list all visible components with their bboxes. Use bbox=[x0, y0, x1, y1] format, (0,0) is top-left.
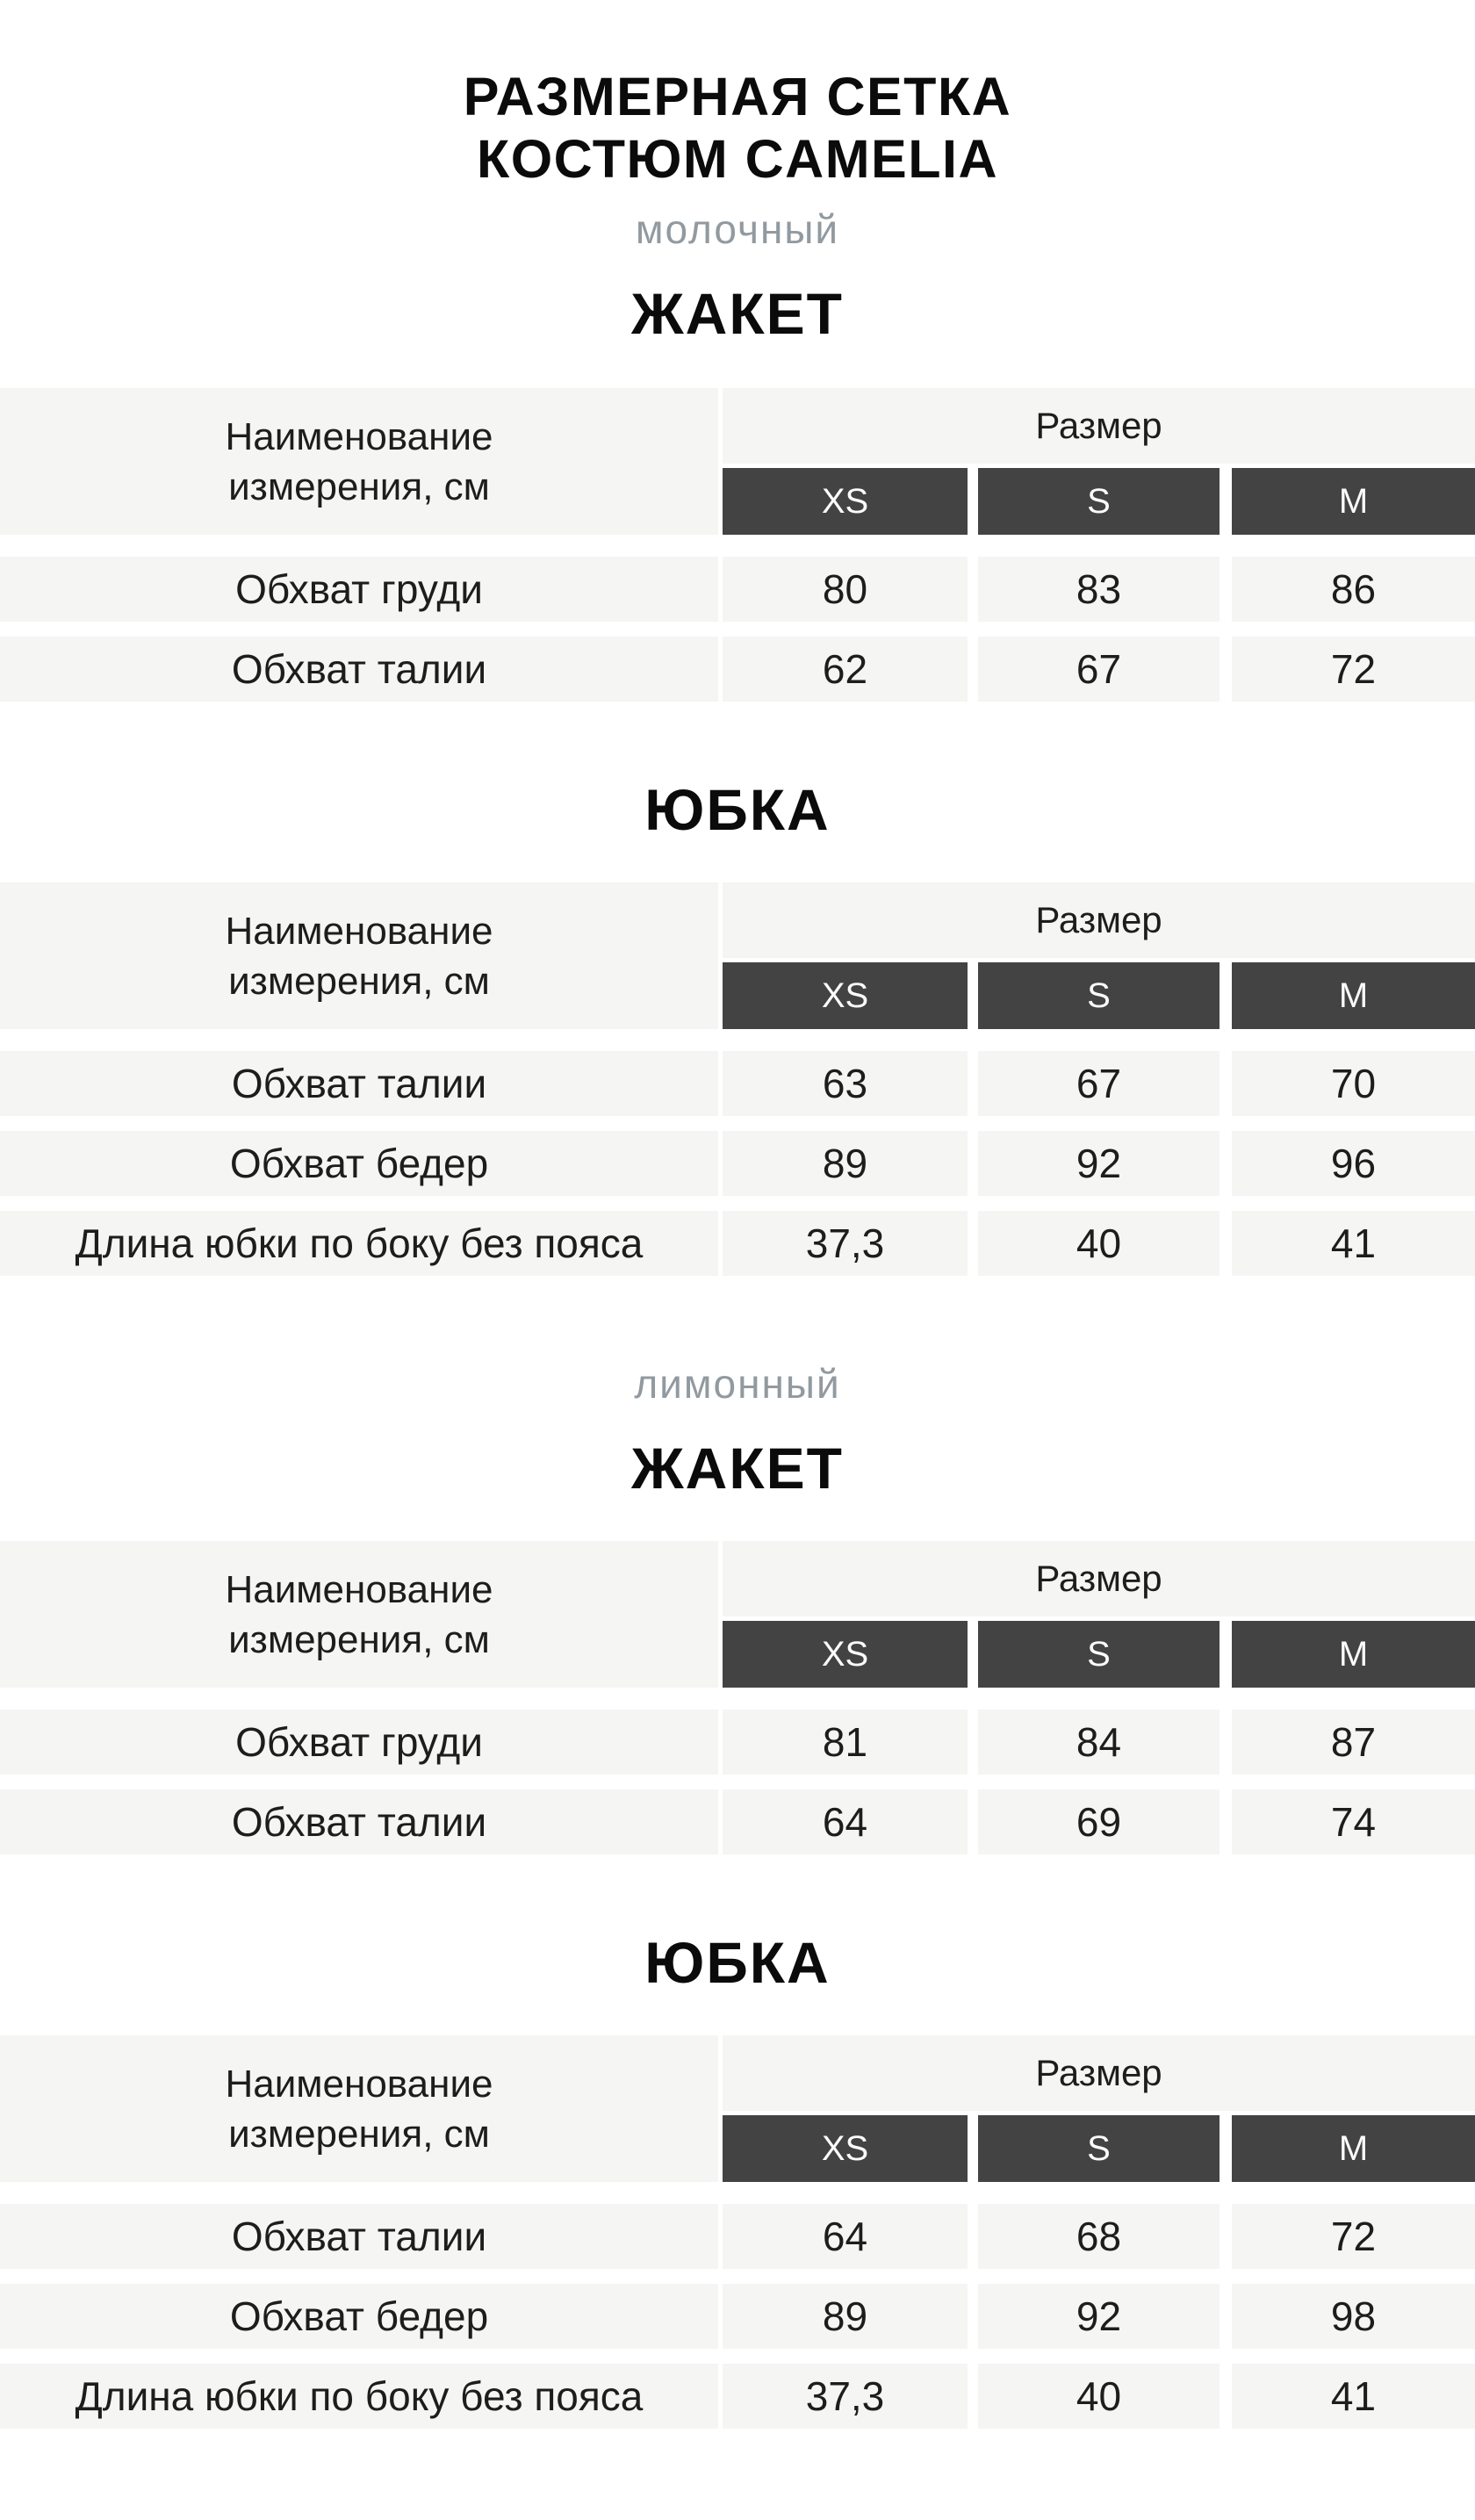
value-waist-m: 72 bbox=[1232, 2204, 1475, 2269]
value-skirt-length-s: 40 bbox=[978, 1211, 1220, 1276]
value-skirt-length-s: 40 bbox=[978, 2364, 1220, 2429]
size-table-lemon-skirt: Наименование измерения, см Размер XS S M… bbox=[0, 2035, 1475, 2429]
section-heading-skirt-milky: ЮБКА bbox=[644, 777, 831, 842]
row-label-waist: Обхват талии bbox=[0, 2204, 718, 2269]
size-table-milky-skirt: Наименование измерения, см Размер XS S M… bbox=[0, 882, 1475, 1276]
size-table-lemon-jacket: Наименование измерения, см Размер XS S M… bbox=[0, 1541, 1475, 1854]
value-waist-xs: 64 bbox=[723, 2204, 968, 2269]
value-chest-xs: 80 bbox=[723, 557, 968, 622]
measure-header-line1: Наименование bbox=[225, 1567, 493, 1611]
size-col-xs: XS bbox=[723, 468, 968, 535]
value-waist-s: 68 bbox=[978, 2204, 1220, 2269]
value-waist-xs: 62 bbox=[723, 637, 968, 702]
size-col-s: S bbox=[978, 468, 1220, 535]
value-skirt-length-m: 41 bbox=[1232, 1211, 1475, 1276]
row-label-hips: Обхват бедер bbox=[0, 1131, 718, 1196]
row-label-waist: Обхват талии bbox=[0, 637, 718, 702]
value-skirt-length-xs: 37,3 bbox=[723, 2364, 968, 2429]
value-hips-xs: 89 bbox=[723, 2284, 968, 2349]
row-label-chest: Обхват груди bbox=[0, 557, 718, 622]
size-col-s: S bbox=[978, 962, 1220, 1029]
value-skirt-length-m: 41 bbox=[1232, 2364, 1475, 2429]
value-waist-m: 72 bbox=[1232, 637, 1475, 702]
size-col-m: M bbox=[1232, 468, 1475, 535]
measure-header-line2: измерения, см bbox=[228, 2112, 490, 2156]
row-label-waist: Обхват талии bbox=[0, 1051, 718, 1116]
row-label-skirt-length: Длина юбки по боку без пояса bbox=[0, 1211, 718, 1276]
section-heading-jacket-lemon: ЖАКЕТ bbox=[631, 1436, 844, 1501]
section-heading-skirt-lemon: ЮБКА bbox=[644, 1930, 831, 1995]
value-waist-m: 70 bbox=[1232, 1051, 1475, 1116]
row-label-skirt-length: Длина юбки по боку без пояса bbox=[0, 2364, 718, 2429]
page-title-line1: РАЗМЕРНАЯ СЕТКА bbox=[463, 67, 1012, 126]
value-hips-m: 96 bbox=[1232, 1131, 1475, 1196]
value-hips-m: 98 bbox=[1232, 2284, 1475, 2349]
page-title-line2: КОСТЮМ CAMELIA bbox=[476, 129, 998, 189]
measure-header-cell: Наименование измерения, см bbox=[0, 2035, 718, 2182]
value-hips-s: 92 bbox=[978, 1131, 1220, 1196]
page-title: РАЗМЕРНАЯ СЕТКА КОСТЮМ CAMELIA bbox=[0, 66, 1475, 191]
row-label-waist: Обхват талии bbox=[0, 1789, 718, 1854]
size-header-cell: Размер bbox=[723, 1541, 1475, 1616]
value-waist-xs: 63 bbox=[723, 1051, 968, 1116]
size-col-m: M bbox=[1232, 962, 1475, 1029]
color-label-lemon: лимонный bbox=[634, 1361, 841, 1407]
size-col-s: S bbox=[978, 2115, 1220, 2182]
section-heading-jacket-milky: ЖАКЕТ bbox=[631, 281, 844, 346]
measure-header-cell: Наименование измерения, см bbox=[0, 388, 718, 535]
value-hips-xs: 89 bbox=[723, 1131, 968, 1196]
size-col-xs: XS bbox=[723, 1621, 968, 1688]
value-chest-s: 83 bbox=[978, 557, 1220, 622]
measure-header-line2: измерения, см bbox=[228, 959, 490, 1003]
value-waist-xs: 64 bbox=[723, 1789, 968, 1854]
size-header-cell: Размер bbox=[723, 2035, 1475, 2111]
value-chest-xs: 81 bbox=[723, 1710, 968, 1775]
size-table-milky-jacket: Наименование измерения, см Размер XS S M… bbox=[0, 388, 1475, 702]
value-waist-m: 74 bbox=[1232, 1789, 1475, 1854]
size-col-m: M bbox=[1232, 1621, 1475, 1688]
row-label-hips: Обхват бедер bbox=[0, 2284, 718, 2349]
measure-header-line1: Наименование bbox=[225, 414, 493, 458]
value-waist-s: 67 bbox=[978, 637, 1220, 702]
color-label-milky: молочный bbox=[635, 206, 840, 252]
value-chest-s: 84 bbox=[978, 1710, 1220, 1775]
size-header-cell: Размер bbox=[723, 882, 1475, 958]
size-col-xs: XS bbox=[723, 962, 968, 1029]
measure-header-line2: измерения, см bbox=[228, 1617, 490, 1661]
measure-header-line1: Наименование bbox=[225, 2062, 493, 2106]
measure-header-line1: Наименование bbox=[225, 909, 493, 953]
size-col-xs: XS bbox=[723, 2115, 968, 2182]
value-hips-s: 92 bbox=[978, 2284, 1220, 2349]
value-waist-s: 67 bbox=[978, 1051, 1220, 1116]
measure-header-cell: Наименование измерения, см bbox=[0, 882, 718, 1029]
measure-header-line2: измерения, см bbox=[228, 464, 490, 508]
size-col-m: M bbox=[1232, 2115, 1475, 2182]
size-col-s: S bbox=[978, 1621, 1220, 1688]
size-header-cell: Размер bbox=[723, 388, 1475, 464]
row-label-chest: Обхват груди bbox=[0, 1710, 718, 1775]
value-waist-s: 69 bbox=[978, 1789, 1220, 1854]
value-chest-m: 86 bbox=[1232, 557, 1475, 622]
value-skirt-length-xs: 37,3 bbox=[723, 1211, 968, 1276]
value-chest-m: 87 bbox=[1232, 1710, 1475, 1775]
measure-header-cell: Наименование измерения, см bbox=[0, 1541, 718, 1688]
